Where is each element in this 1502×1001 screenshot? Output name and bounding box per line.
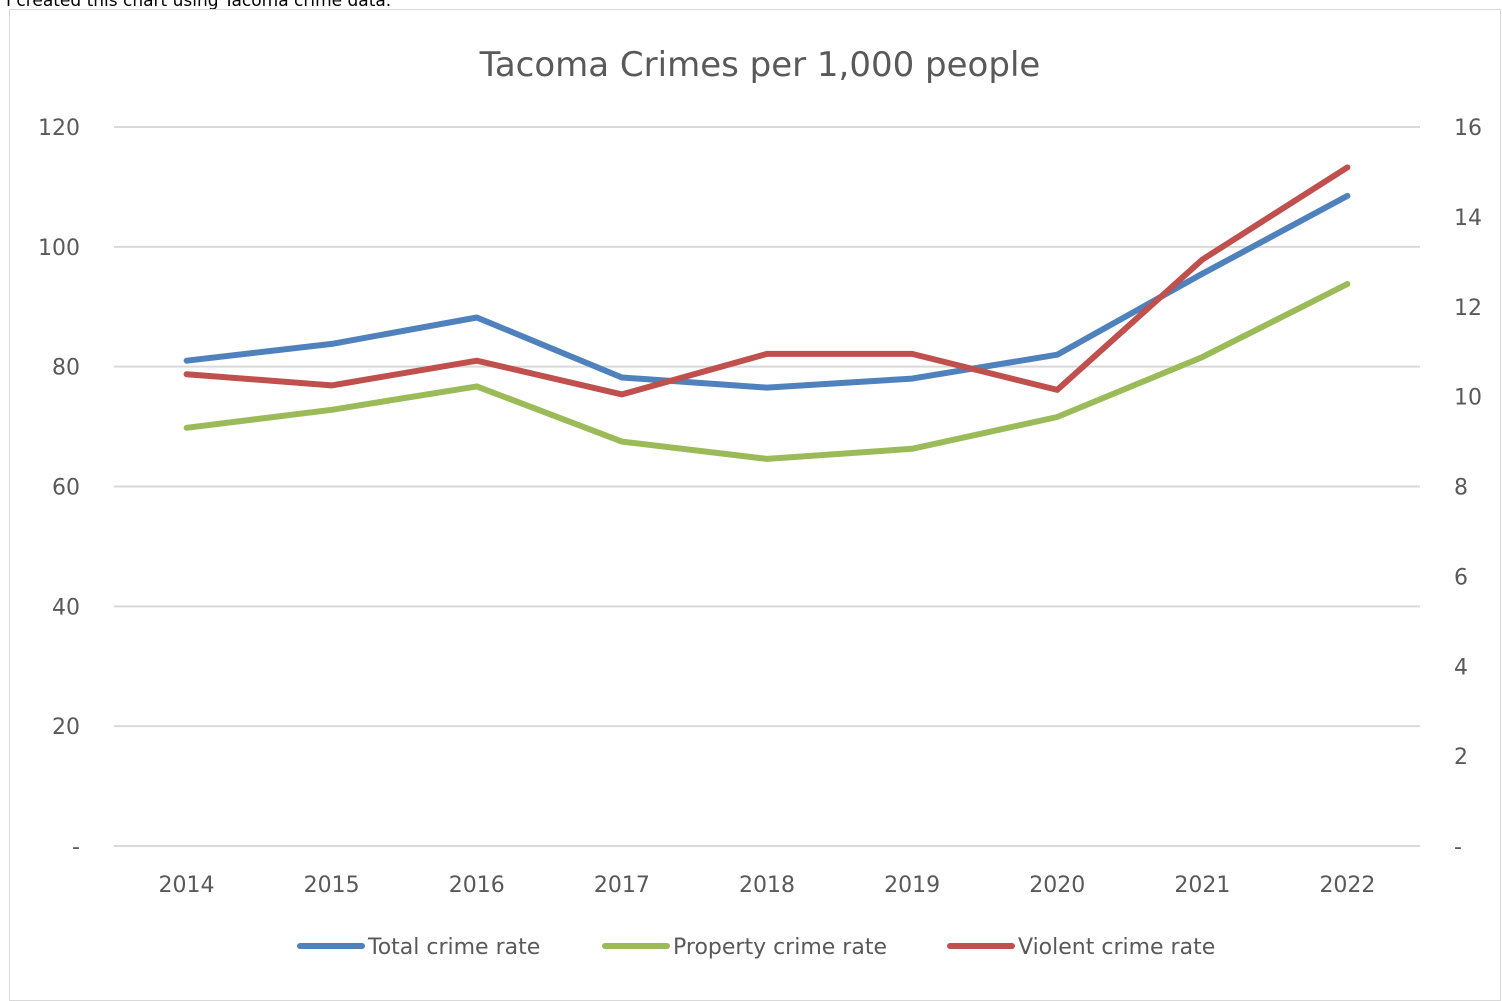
right-axis-tick-label: 16: [1454, 116, 1482, 141]
left-axis-ticks: - 20 40 60 80 100 120: [38, 116, 80, 860]
left-axis-tick-label: 60: [52, 476, 80, 501]
series-line-total-crime-rate: [183, 192, 1351, 391]
left-axis-tick-label: 40: [52, 595, 80, 620]
legend-label: Property crime rate: [673, 935, 887, 960]
x-axis-tick-label: 2018: [739, 873, 795, 898]
chart-title: Tacoma Crimes per 1,000 people: [479, 45, 1041, 85]
gridlines: [114, 126, 1420, 847]
left-axis-tick-label: 120: [38, 116, 80, 141]
left-axis-tick-label: 80: [52, 356, 80, 381]
x-axis-tick-label: 2015: [304, 873, 360, 898]
right-axis-tick-label: 8: [1454, 476, 1468, 501]
right-axis-tick-label: 12: [1454, 296, 1482, 321]
series-line-property-crime-rate: [183, 281, 1351, 462]
right-axis-tick-label: 4: [1454, 655, 1468, 680]
x-axis-tick-label: 2014: [159, 873, 215, 898]
x-axis-tick-label: 2022: [1319, 873, 1375, 898]
left-axis-tick-label: 20: [52, 715, 80, 740]
x-axis-tick-label: 2016: [449, 873, 505, 898]
right-axis-ticks: - 2 4 6 8 10 12 14 16: [1454, 116, 1482, 860]
right-axis-tick-label: -: [1454, 835, 1462, 860]
x-axis-tick-label: 2019: [884, 873, 940, 898]
right-axis-tick-label: 6: [1454, 565, 1468, 590]
right-axis-tick-label: 14: [1454, 206, 1482, 231]
left-axis-tick-label: 100: [38, 236, 80, 261]
series-lines: [183, 164, 1351, 462]
right-axis-tick-label: 2: [1454, 745, 1468, 770]
x-axis-tick-label: 2021: [1174, 873, 1230, 898]
x-axis-ticks: 2014 2015 2016 2017 2018 2019 2020 2021 2022: [159, 873, 1376, 898]
legend-label: Violent crime rate: [1018, 935, 1215, 960]
chart-caption: I created this chart using Tacoma crime …: [6, 0, 392, 11]
x-axis-tick-label: 2020: [1029, 873, 1085, 898]
x-axis-tick-label: 2017: [594, 873, 650, 898]
left-axis-tick-label: -: [72, 835, 80, 860]
series-line-violent-crime-rate: [183, 164, 1351, 398]
right-axis-tick-label: 10: [1454, 386, 1482, 411]
legend: Total crime rate Property crime rate Viole…: [297, 935, 1215, 960]
legend-label: Total crime rate: [367, 935, 540, 960]
chart-frame: [9, 9, 1501, 1001]
